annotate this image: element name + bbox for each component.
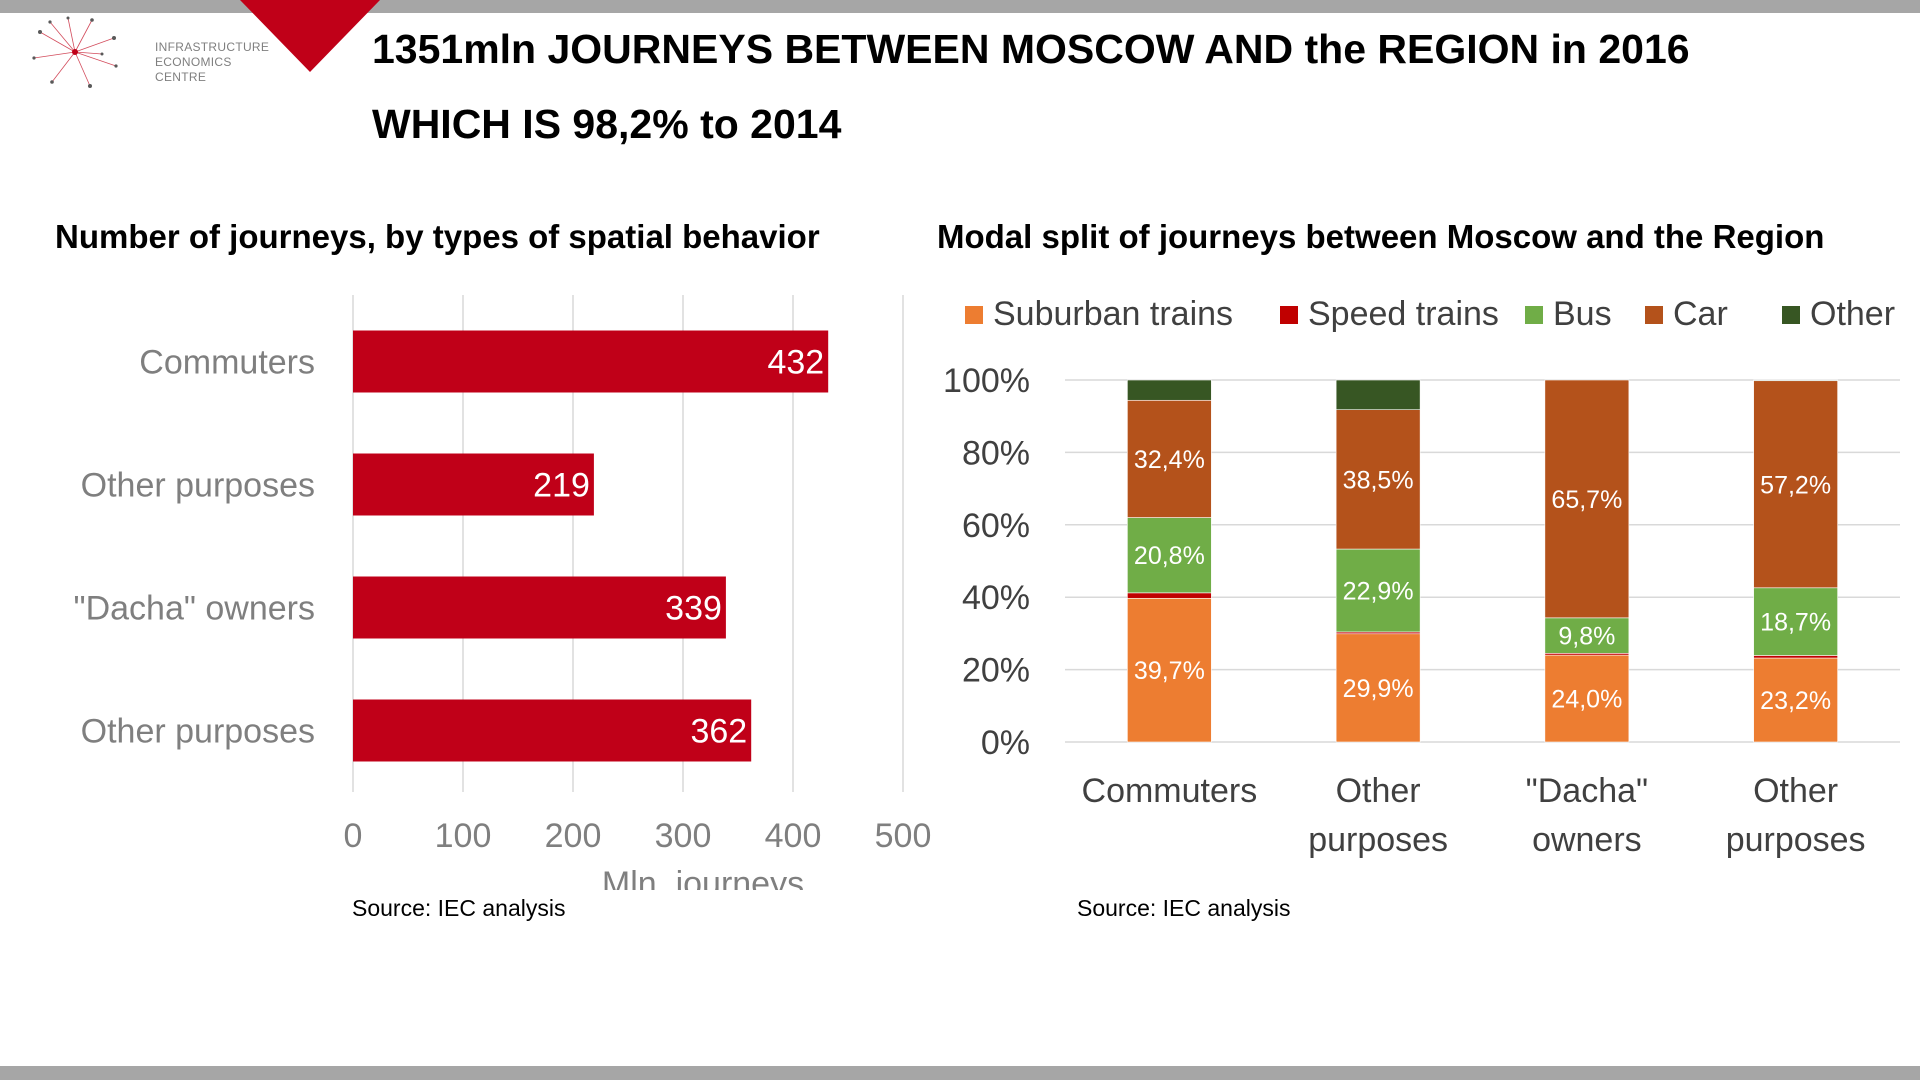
- top-frame-bar: [0, 0, 1920, 13]
- logo-line-3: CENTRE: [155, 70, 207, 84]
- legend-swatch: [1525, 306, 1543, 324]
- left-chart-source: Source: IEC analysis: [352, 895, 566, 921]
- segment-value-label: 18,7%: [1760, 609, 1831, 637]
- y-tick-label: 80%: [962, 434, 1030, 472]
- y-tick-label: 0%: [981, 724, 1030, 762]
- stacked-segment: [1753, 380, 1838, 589]
- stacked-segment: [1127, 592, 1212, 599]
- stacked-segment: [1127, 517, 1212, 594]
- red-triangle-decoration: [240, 0, 380, 72]
- x-tick-label: 400: [765, 817, 822, 855]
- category-label: purposes: [1726, 821, 1866, 859]
- journeys-bar: [353, 576, 726, 639]
- stacked-segment: [1127, 379, 1212, 401]
- stacked-segment: [1753, 587, 1838, 656]
- category-label: Other: [1753, 772, 1838, 810]
- category-label: "Dacha" owners: [74, 590, 315, 628]
- category-label: Other purposes: [81, 713, 315, 751]
- stacked-segment: [1753, 379, 1838, 382]
- bar-value-label: 432: [767, 344, 824, 382]
- category-label: purposes: [1308, 821, 1448, 859]
- legend-label: Suburban trains: [993, 295, 1233, 333]
- category-label: Commuters: [139, 344, 315, 382]
- bottom-frame-bar: [0, 1066, 1920, 1080]
- x-tick-label: 300: [655, 817, 712, 855]
- segment-value-label: 22,9%: [1343, 578, 1414, 606]
- legend-swatch: [1782, 306, 1800, 324]
- y-tick-label: 100%: [943, 362, 1030, 400]
- bar-value-label: 362: [690, 713, 747, 751]
- segment-value-label: 24,0%: [1551, 686, 1622, 714]
- page-title-line-1: 1351mln JOURNEYS BETWEEN MOSCOW AND the …: [372, 26, 1690, 72]
- stacked-segment: [1753, 657, 1838, 743]
- left-chart-title: Number of journeys, by types of spatial …: [55, 218, 820, 255]
- legend-label: Car: [1673, 295, 1728, 333]
- journeys-bar: [353, 453, 594, 516]
- bar-value-label: 339: [665, 590, 722, 628]
- journeys-bar: [353, 699, 752, 762]
- stacked-segment: [1544, 379, 1630, 619]
- company-logo: INFRASTRUCTURE ECONOMICS CENTRE: [30, 14, 269, 90]
- stacked-segment: [1753, 655, 1838, 659]
- stacked-segment: [1335, 409, 1421, 550]
- stacked-segment: [1544, 617, 1630, 654]
- modal-split-chart: Suburban trains Speed trains Bus Car Other 0%…: [943, 295, 1900, 859]
- right-chart-source: Source: IEC analysis: [1077, 895, 1291, 921]
- category-label: owners: [1532, 821, 1642, 859]
- x-tick-label: 100: [435, 817, 492, 855]
- stacked-segment: [1544, 654, 1630, 743]
- bar-value-label: 219: [533, 467, 590, 505]
- x-tick-label: 500: [875, 817, 932, 855]
- category-label: Other: [1336, 772, 1421, 810]
- legend-label: Other: [1810, 295, 1895, 333]
- network-logo-icon: [32, 16, 118, 88]
- logo-line-2: ECONOMICS: [155, 55, 232, 69]
- y-tick-label: 40%: [962, 579, 1030, 617]
- x-axis-title: Mln. journeys: [602, 865, 804, 890]
- x-tick-label: 0: [344, 817, 363, 855]
- y-tick-label: 20%: [962, 652, 1030, 690]
- journeys-bar-chart: 0 100 200 300 400 500 432 Commuters 219 Other pur…: [74, 295, 932, 890]
- segment-value-label: 39,7%: [1134, 657, 1205, 685]
- category-label: "Dacha": [1526, 772, 1648, 810]
- legend-label: Bus: [1553, 295, 1612, 333]
- stacked-segment: [1127, 399, 1212, 518]
- logo-line-1: INFRASTRUCTURE: [155, 40, 270, 54]
- segment-value-label: 57,2%: [1760, 471, 1831, 499]
- legend-label: Speed trains: [1308, 295, 1499, 333]
- segment-value-label: 9,8%: [1558, 623, 1615, 651]
- legend-swatch: [1645, 306, 1663, 324]
- logo-text: INFRASTRUCTURE ECONOMICS CENTRE: [155, 40, 269, 85]
- segment-value-label: 29,9%: [1343, 675, 1414, 703]
- legend-swatch: [965, 306, 983, 324]
- x-tick-label: 200: [545, 817, 602, 855]
- legend-swatch: [1280, 306, 1298, 324]
- category-label: Other purposes: [81, 467, 315, 505]
- journeys-bar: [353, 330, 829, 393]
- y-tick-label: 60%: [962, 507, 1030, 545]
- segment-value-label: 32,4%: [1134, 446, 1205, 474]
- stacked-segment: [1335, 379, 1421, 410]
- segment-value-label: 23,2%: [1760, 687, 1831, 715]
- segment-value-label: 20,8%: [1134, 542, 1205, 570]
- stacked-segment: [1127, 597, 1212, 743]
- stacked-segment: [1335, 633, 1421, 743]
- segment-value-label: 38,5%: [1343, 466, 1414, 494]
- stacked-segment: [1335, 548, 1421, 633]
- right-chart-title: Modal split of journeys between Moscow a…: [937, 218, 1825, 255]
- category-label: Commuters: [1082, 772, 1258, 810]
- segment-value-label: 65,7%: [1551, 486, 1622, 514]
- page-title-line-2: WHICH IS 98,2% to 2014: [372, 101, 842, 147]
